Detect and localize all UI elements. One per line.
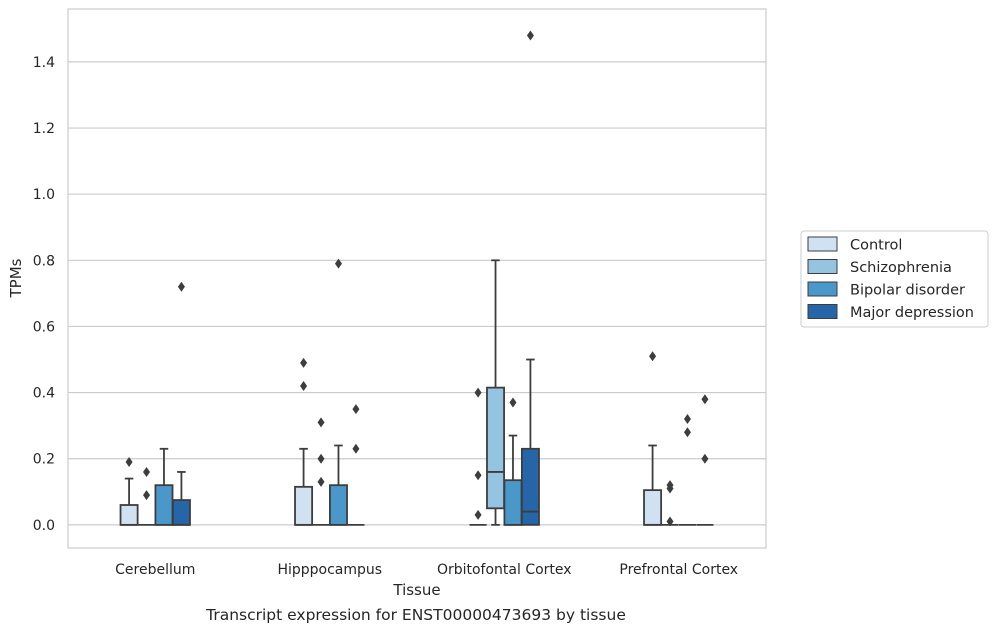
x-tick-label: Prefrontal Cortex (619, 562, 738, 578)
y-gridlines (68, 61, 766, 526)
box-major-depression-1 (347, 404, 365, 526)
outlier-point (474, 509, 482, 520)
outlier-point (666, 516, 674, 527)
box-major-depression-0 (171, 281, 191, 526)
box-schizophrenia-0 (137, 466, 156, 526)
outlier-point (474, 387, 482, 398)
outlier-point (352, 443, 360, 454)
box-major-depression-2 (520, 30, 540, 526)
iqr-box (154, 484, 174, 526)
outlier-point (317, 453, 325, 464)
box-control-3 (643, 351, 663, 526)
outlier-point (701, 453, 709, 464)
outlier-point (317, 417, 325, 428)
y-tick-label: 0.6 (33, 319, 55, 335)
boxes-layer (119, 30, 714, 527)
legend-swatch (807, 281, 838, 297)
figure-caption: Transcript expression for ENST0000047369… (206, 606, 626, 624)
box-bipolar-disorder-3 (678, 414, 697, 526)
y-tick-label: 1.0 (33, 187, 55, 203)
box-control-2 (469, 387, 487, 526)
outlier-point (649, 351, 657, 362)
y-tick-label: 0.4 (33, 386, 55, 402)
y-tick-label: 0.8 (33, 253, 55, 269)
box-control-1 (294, 357, 314, 526)
iqr-box (520, 447, 540, 526)
box-bipolar-disorder-0 (154, 447, 174, 526)
iqr-box (119, 504, 139, 526)
outlier-point (300, 380, 308, 391)
legend-swatch (807, 236, 838, 252)
y-tick-label: 1.4 (33, 55, 55, 71)
box-schizophrenia-1 (312, 417, 330, 526)
legend-frame (800, 230, 989, 328)
box-major-depression-3 (696, 394, 714, 526)
legend-swatch (807, 304, 838, 319)
outlier-point (143, 466, 151, 477)
legend-swatch (807, 259, 838, 274)
iqr-box (294, 485, 314, 526)
outlier-point (509, 397, 517, 408)
y-axis-title: TPMs (7, 258, 25, 298)
y-tick-label: 0.0 (33, 518, 55, 534)
box-control-0 (119, 457, 139, 526)
outlier-point (683, 414, 691, 425)
outlier-point (125, 457, 133, 468)
outlier-point (177, 281, 185, 292)
legend-label: Schizophrenia (850, 260, 952, 276)
outlier-point (352, 404, 360, 415)
x-tick-label: Cerebellum (115, 562, 195, 578)
y-tick-label: 1.2 (33, 121, 55, 137)
iqr-box (171, 499, 191, 526)
iqr-box (503, 479, 523, 526)
outlier-point (474, 470, 482, 481)
box-schizophrenia-3 (661, 480, 679, 527)
outlier-point (300, 357, 308, 368)
outlier-point (526, 30, 534, 41)
legend-label: Bipolar disorder (850, 283, 965, 299)
legend-label: Control (850, 238, 902, 254)
y-tick-labels: 0.0 0.2 0.4 0.6 0.8 1.0 1.2 1.4 (33, 55, 55, 534)
legend: Control Schizophrenia Bipolar disorder Majo… (800, 230, 989, 328)
iqr-box (643, 489, 663, 526)
iqr-box (329, 484, 348, 526)
box-bipolar-disorder-1 (329, 258, 348, 526)
outlier-point (334, 258, 342, 269)
outlier-point (701, 394, 709, 405)
x-tick-labels: Cerebellum Hipppocampus Orbitofontal Corte… (115, 562, 738, 578)
box-schizophrenia-2 (486, 259, 505, 526)
iqr-box (486, 386, 505, 510)
box-bipolar-disorder-2 (503, 397, 523, 526)
x-tick-label: Orbitofontal Cortex (437, 562, 572, 578)
outlier-point (317, 476, 325, 487)
y-tick-label: 0.2 (33, 452, 55, 468)
legend-label: Major depression (850, 305, 974, 321)
x-tick-label: Hipppocampus (277, 562, 382, 578)
legend-entries: Control Schizophrenia Bipolar disorder Majo… (807, 236, 974, 321)
x-axis-title: Tissue (392, 581, 440, 599)
outlier-point (666, 480, 674, 491)
plot-area-frame (67, 8, 767, 549)
outlier-point (683, 427, 691, 438)
outlier-point (143, 490, 151, 501)
